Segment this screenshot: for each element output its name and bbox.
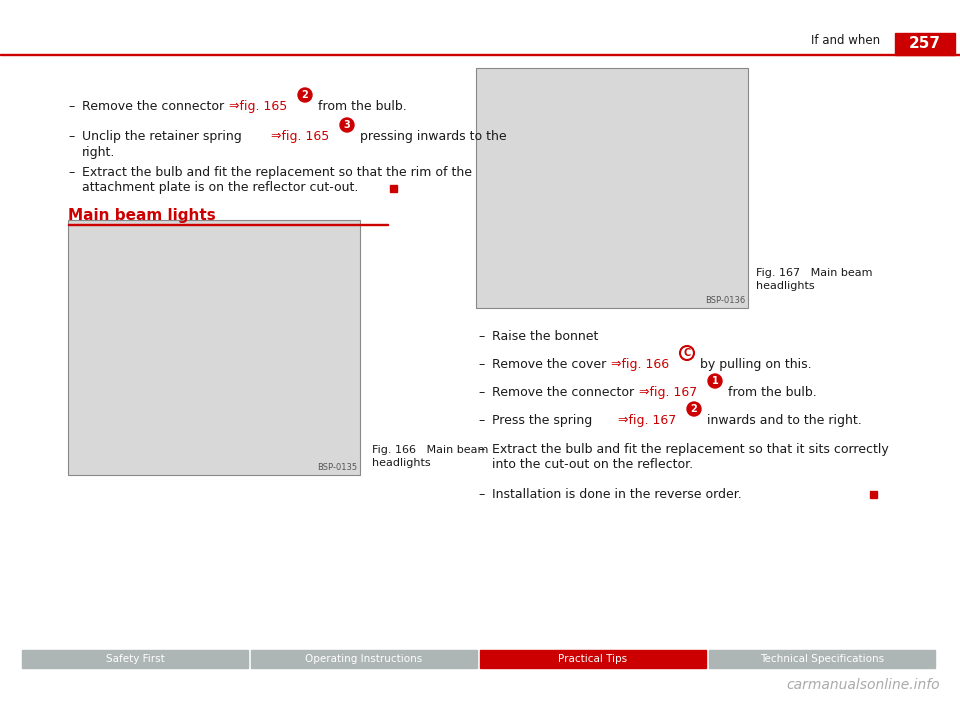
Text: Remove the connector: Remove the connector bbox=[492, 386, 638, 399]
Text: into the cut-out on the reflector.: into the cut-out on the reflector. bbox=[492, 458, 693, 471]
Text: –: – bbox=[478, 358, 484, 371]
Text: 1: 1 bbox=[711, 376, 718, 386]
Text: Installation is done in the reverse order.: Installation is done in the reverse orde… bbox=[492, 488, 742, 501]
Text: –: – bbox=[68, 166, 74, 179]
Text: carmanualsonline.info: carmanualsonline.info bbox=[786, 678, 940, 692]
Text: Raise the bonnet: Raise the bonnet bbox=[492, 330, 598, 343]
Text: Practical Tips: Practical Tips bbox=[559, 654, 628, 664]
Text: ⇒fig. 165: ⇒fig. 165 bbox=[229, 100, 291, 113]
Text: –: – bbox=[478, 414, 484, 427]
Text: attachment plate is on the reflector cut-out.: attachment plate is on the reflector cut… bbox=[82, 181, 358, 194]
Bar bbox=[390, 185, 397, 192]
Text: Fig. 166   Main beam
headlights: Fig. 166 Main beam headlights bbox=[372, 445, 489, 468]
Bar bbox=[895, 33, 955, 55]
Text: Extract the bulb and fit the replacement so that it sits correctly: Extract the bulb and fit the replacement… bbox=[492, 443, 889, 456]
Bar bbox=[22, 650, 248, 668]
Text: Fig. 167   Main beam
headlights: Fig. 167 Main beam headlights bbox=[756, 268, 873, 291]
Text: Remove the connector: Remove the connector bbox=[82, 100, 228, 113]
Text: Unclip the retainer spring: Unclip the retainer spring bbox=[82, 130, 246, 143]
Bar bbox=[68, 224, 388, 225]
Text: C: C bbox=[684, 348, 690, 358]
Text: BSP-0135: BSP-0135 bbox=[317, 463, 357, 472]
Text: ⇒fig. 165: ⇒fig. 165 bbox=[271, 130, 333, 143]
Text: Remove the cover: Remove the cover bbox=[492, 358, 611, 371]
Text: –: – bbox=[68, 130, 74, 143]
Text: –: – bbox=[478, 386, 484, 399]
Text: right.: right. bbox=[82, 146, 115, 159]
Text: If and when: If and when bbox=[811, 34, 880, 48]
Bar bbox=[476, 68, 748, 308]
Text: Technical Specifications: Technical Specifications bbox=[760, 654, 884, 664]
Circle shape bbox=[708, 374, 722, 388]
Circle shape bbox=[340, 118, 354, 132]
Text: ⇒fig. 167: ⇒fig. 167 bbox=[618, 414, 681, 427]
Text: Main beam lights: Main beam lights bbox=[68, 208, 216, 223]
Bar bbox=[870, 491, 877, 498]
Text: from the bulb.: from the bulb. bbox=[314, 100, 407, 113]
Text: 2: 2 bbox=[690, 404, 697, 414]
Text: BSP-0136: BSP-0136 bbox=[705, 296, 745, 305]
Bar bbox=[0, 53, 960, 55]
Bar bbox=[709, 650, 935, 668]
Text: inwards and to the right.: inwards and to the right. bbox=[703, 414, 862, 427]
Text: 2: 2 bbox=[301, 90, 308, 100]
Text: by pulling on this.: by pulling on this. bbox=[696, 358, 811, 371]
Text: Safety First: Safety First bbox=[106, 654, 164, 664]
Text: Operating Instructions: Operating Instructions bbox=[305, 654, 422, 664]
Text: 257: 257 bbox=[909, 36, 941, 51]
Text: Press the spring: Press the spring bbox=[492, 414, 600, 427]
Text: –: – bbox=[478, 443, 484, 456]
Text: pressing inwards to the: pressing inwards to the bbox=[356, 130, 507, 143]
Circle shape bbox=[298, 88, 312, 102]
Bar bbox=[251, 650, 477, 668]
Text: Extract the bulb and fit the replacement so that the rim of the: Extract the bulb and fit the replacement… bbox=[82, 166, 472, 179]
Text: from the bulb.: from the bulb. bbox=[724, 386, 817, 399]
Text: –: – bbox=[478, 488, 484, 501]
Text: ⇒fig. 167: ⇒fig. 167 bbox=[639, 386, 701, 399]
Text: 3: 3 bbox=[344, 120, 350, 130]
Bar bbox=[480, 650, 706, 668]
Bar bbox=[68, 220, 360, 475]
Text: –: – bbox=[478, 330, 484, 343]
Text: ⇒fig. 166: ⇒fig. 166 bbox=[611, 358, 673, 371]
Circle shape bbox=[680, 346, 694, 360]
Text: –: – bbox=[68, 100, 74, 113]
Circle shape bbox=[687, 402, 701, 416]
